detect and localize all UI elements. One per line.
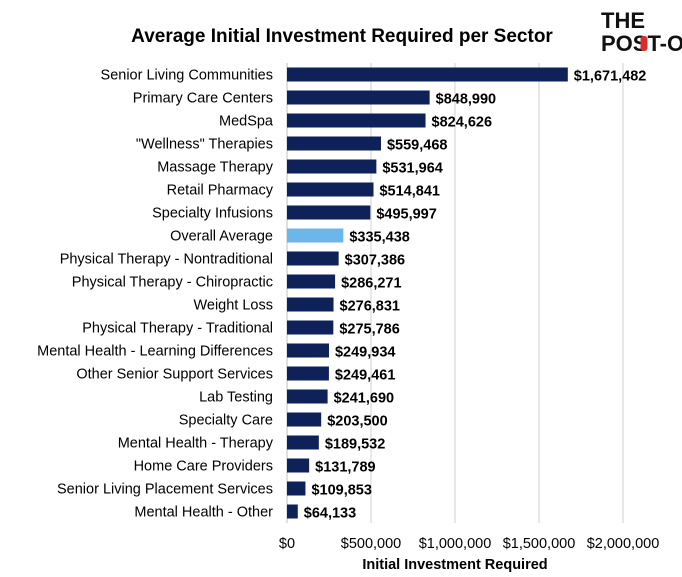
value-label-9: $307,386	[345, 253, 405, 269]
x-axis-ticks: $0 $500,000 $1,000,000 $1,500,000 $2,000,000	[279, 536, 659, 552]
bar-3	[287, 113, 426, 128]
bar-11	[287, 297, 334, 312]
x-tick-label-4: $1,500,000	[503, 536, 576, 552]
category-label-17: Mental Health - Therapy	[118, 436, 274, 452]
value-label-15: $241,690	[334, 391, 394, 407]
bars	[287, 67, 568, 519]
category-label-2: Primary Care Centers	[133, 91, 273, 107]
bar-4	[287, 136, 381, 151]
value-label-6: $514,841	[379, 184, 439, 200]
value-label-4: $559,468	[387, 138, 447, 154]
value-label-17: $189,532	[325, 437, 385, 453]
value-label-20: $64,133	[304, 506, 356, 522]
category-label-12: Physical Therapy - Traditional	[82, 321, 273, 337]
value-label-5: $531,964	[382, 161, 442, 177]
bar-12	[287, 320, 334, 335]
category-label-10: Physical Therapy - Chiropractic	[72, 275, 273, 291]
x-tick-label-3: $1,000,000	[419, 536, 492, 552]
category-label-3: MedSpa	[219, 114, 274, 130]
bar-10	[287, 274, 336, 289]
value-labels: $1,671,482 $848,990 $824,626 $559,468 $531,9…	[304, 69, 647, 522]
value-label-19: $109,853	[311, 483, 371, 499]
bar-1	[287, 67, 568, 82]
value-label-13: $249,934	[335, 345, 395, 361]
logo-accent-mark	[640, 36, 648, 51]
value-label-12: $275,786	[339, 322, 399, 338]
logo-line-1: THE	[601, 8, 645, 33]
bar-8	[287, 228, 344, 243]
chart-title: Average Initial Investment Required per …	[131, 26, 553, 47]
bar-18	[287, 458, 310, 473]
bar-6	[287, 182, 374, 197]
category-label-19: Senior Living Placement Services	[57, 482, 273, 498]
value-label-14: $249,461	[335, 368, 395, 384]
bar-2	[287, 90, 430, 105]
category-label-13: Mental Health - Learning Differences	[37, 344, 273, 360]
bar-14	[287, 366, 329, 381]
x-tick-label-5: $2,000,000	[587, 536, 660, 552]
category-label-11: Weight Loss	[193, 298, 273, 314]
category-label-18: Home Care Providers	[134, 459, 273, 475]
x-axis-label: Initial Investment Required	[362, 557, 547, 573]
category-label-15: Lab Testing	[199, 390, 273, 406]
value-label-11: $276,831	[340, 299, 400, 315]
category-label-6: Retail Pharmacy	[167, 183, 274, 199]
value-label-2: $848,990	[436, 92, 496, 108]
bar-17	[287, 435, 319, 450]
category-label-16: Specialty Care	[179, 413, 273, 429]
x-tick-label-1: $0	[279, 536, 295, 552]
bar-20	[287, 504, 298, 519]
category-label-5: Massage Therapy	[157, 160, 274, 176]
value-label-1: $1,671,482	[574, 69, 647, 85]
bar-7	[287, 205, 371, 220]
category-label-20: Mental Health - Other	[134, 505, 273, 521]
category-label-4: "Wellness" Therapies	[136, 137, 273, 153]
category-label-1: Senior Living Communities	[101, 68, 273, 84]
bar-13	[287, 343, 329, 358]
brand-logo: THE POST-OP	[601, 8, 682, 56]
value-label-10: $286,271	[341, 276, 401, 292]
value-label-3: $824,626	[432, 115, 492, 131]
value-label-16: $203,500	[327, 414, 387, 430]
category-label-7: Specialty Infusions	[152, 206, 273, 222]
bar-16	[287, 412, 322, 427]
bar-15	[287, 389, 328, 404]
bar-19	[287, 481, 306, 496]
category-label-14: Other Senior Support Services	[76, 367, 273, 383]
category-label-9: Physical Therapy - Nontraditional	[60, 252, 273, 268]
category-labels: Senior Living Communities Primary Care Ce…	[37, 68, 274, 521]
x-tick-label-2: $500,000	[341, 536, 401, 552]
category-label-8: Overall Average	[170, 229, 273, 245]
value-label-7: $495,997	[376, 207, 436, 223]
bar-5	[287, 159, 377, 174]
value-label-8: $335,438	[349, 230, 409, 246]
value-label-18: $131,789	[315, 460, 375, 476]
bar-9	[287, 251, 339, 266]
gridlines	[286, 63, 624, 523]
